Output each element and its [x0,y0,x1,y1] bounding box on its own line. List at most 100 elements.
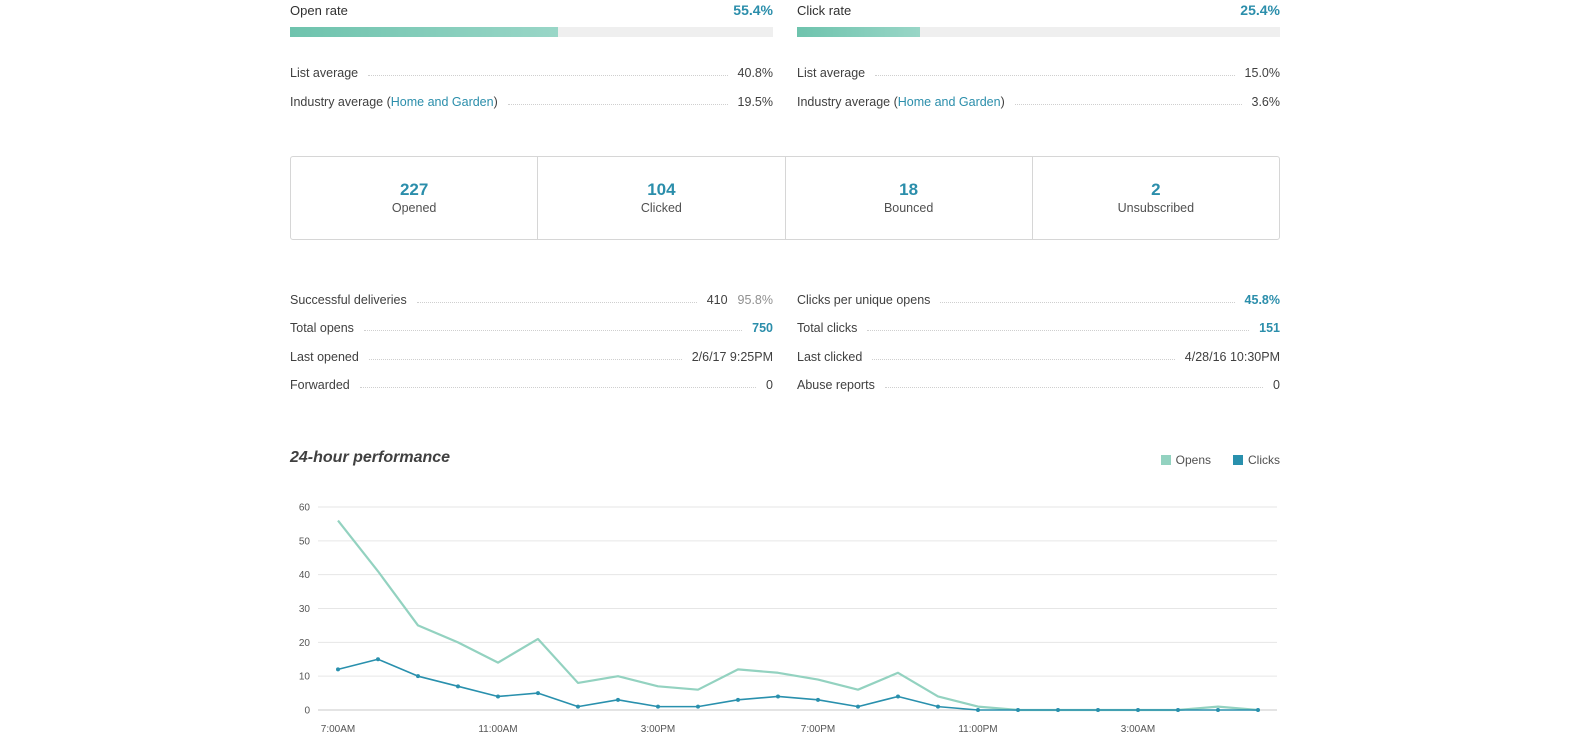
click-rate-bar-fill [797,27,920,37]
summary-opened-label: Opened [391,201,437,215]
legend-opens[interactable]: Opens [1160,453,1211,467]
open-rate-bar-fill [290,27,558,37]
dotted-leader [416,302,697,303]
dotted-leader [507,104,728,105]
dotted-leader [368,359,682,360]
summary-opened[interactable]: 227 Opened [291,157,539,239]
opens-series-line [337,519,1259,712]
x-tick-label: 11:00AM [478,724,517,735]
clicks-per-unique-opens-value: 45.8% [1244,293,1280,307]
clicks-data-point [1176,708,1180,712]
open-rate-header: Open rate 55.4% [290,2,773,21]
y-tick-label: 10 [299,672,311,683]
click-list-average-value: 15.0% [1244,66,1280,80]
clicks-data-point [1096,708,1100,712]
total-opens-value[interactable]: 750 [752,321,773,335]
last-clicked-value: 4/28/16 10:30PM [1184,350,1280,364]
opens-swatch-icon [1160,455,1171,465]
total-opens-row: Total opens 750 [290,317,773,335]
clicks-per-unique-opens-label: Clicks per unique opens [797,293,931,307]
summary-bounced-label: Bounced [883,201,934,215]
successful-deliveries-label: Successful deliveries [290,293,407,307]
open-list-average-row: List average 40.8% [290,62,773,80]
dotted-leader [875,75,1235,76]
clicks-data-point [616,697,620,702]
y-tick-label: 0 [304,706,310,717]
clicks-data-point [1256,708,1260,712]
summary-clicked[interactable]: 104 Clicked [538,157,786,239]
click-list-average-label: List average [797,66,866,80]
clicks-data-point [336,667,340,672]
click-stats: Clicks per unique opens 45.8% Total clic… [797,285,1280,395]
clicks-data-point [936,704,940,709]
x-tick-label: 7:00PM [801,724,835,735]
open-list-average-value: 40.8% [737,66,773,80]
clicks-data-point [1056,708,1060,712]
open-list-average-label: List average [290,66,359,80]
dotted-leader [940,302,1235,303]
clicks-data-point [1216,708,1220,712]
clicks-data-point [776,694,780,699]
clicks-data-point [456,684,460,689]
click-rate-section: Click rate 25.4% List average 15.0% Indu… [797,0,1280,120]
open-rate-bar [290,27,773,37]
deliveries-percent: 95.8% [737,293,773,307]
click-list-average-row: List average 15.0% [797,62,1280,80]
open-rate-title: Open rate [290,3,348,18]
summary-bounced-count: 18 [899,180,919,199]
legend-clicks[interactable]: Clicks [1233,453,1280,467]
summary-unsubscribed-label: Unsubscribed [1117,201,1195,215]
dotted-leader [363,330,743,331]
clicks-data-point [416,674,420,679]
last-clicked-label: Last clicked [797,350,863,364]
clicks-data-point [696,704,700,709]
industry-link[interactable]: Home and Garden [897,95,1001,109]
clicks-data-point [1136,708,1140,712]
clicks-data-point [376,657,380,662]
dotted-leader [867,330,1250,331]
last-opened-label: Last opened [290,350,359,364]
summary-opened-count: 227 [399,180,429,199]
dotted-leader [368,75,728,76]
abuse-reports-value: 0 [1273,378,1280,392]
y-tick-label: 30 [299,604,311,615]
last-clicked-row: Last clicked 4/28/16 10:30PM [797,346,1280,364]
industry-prefix: Industry average ( [290,95,391,109]
performance-chart: 0 10 20 30 40 50 60 7:00AM 11:00AM 3:00PM 7:00PM 11… [299,503,1277,735]
summary-unsubscribed-count: 2 [1151,180,1161,199]
open-rate-value: 55.4% [733,2,773,18]
total-opens-label: Total opens [290,321,354,335]
dotted-leader [1014,104,1242,105]
legend-opens-label: Opens [1175,453,1211,467]
summary-bounced[interactable]: 18 Bounced [786,157,1033,239]
summary-clicked-count: 104 [647,180,676,199]
last-opened-row: Last opened 2/6/17 9:25PM [290,346,773,364]
chart-legend: Opens Clicks [1160,453,1280,467]
clicks-data-point [736,697,740,702]
open-rate-section: Open rate 55.4% List average 40.8% Indus… [290,0,773,120]
clicks-data-point [896,694,900,699]
x-tick-label: 11:00PM [958,724,997,735]
industry-link[interactable]: Home and Garden [390,95,494,109]
clicks-data-point [656,704,660,709]
forwarded-label: Forwarded [290,378,350,392]
delivery-stats: Successful deliveries 410 95.8% Total ope… [290,285,773,395]
clicks-data-point [976,708,980,712]
clicks-series-line [337,658,1258,711]
industry-suffix: ) [1000,95,1005,109]
summary-clicked-label: Clicked [640,201,682,215]
total-clicks-value[interactable]: 151 [1259,321,1280,335]
performance-title: 24-hour performance [290,449,451,466]
click-industry-average-row: Industry average (Home and Garden) 3.6% [797,91,1280,109]
total-clicks-row: Total clicks 151 [797,317,1280,335]
industry-prefix: Industry average ( [797,95,898,109]
click-rate-value: 25.4% [1240,2,1280,18]
clicks-data-point [816,697,820,702]
summary-unsubscribed[interactable]: 2 Unsubscribed [1033,157,1279,239]
successful-deliveries-value: 410 95.8% [707,293,773,307]
dotted-leader [872,359,1175,360]
clicks-data-point [536,691,540,696]
dotted-leader [884,387,1264,388]
open-industry-average-value: 19.5% [737,95,773,109]
clicks-per-unique-opens-row: Clicks per unique opens 45.8% [797,289,1280,307]
